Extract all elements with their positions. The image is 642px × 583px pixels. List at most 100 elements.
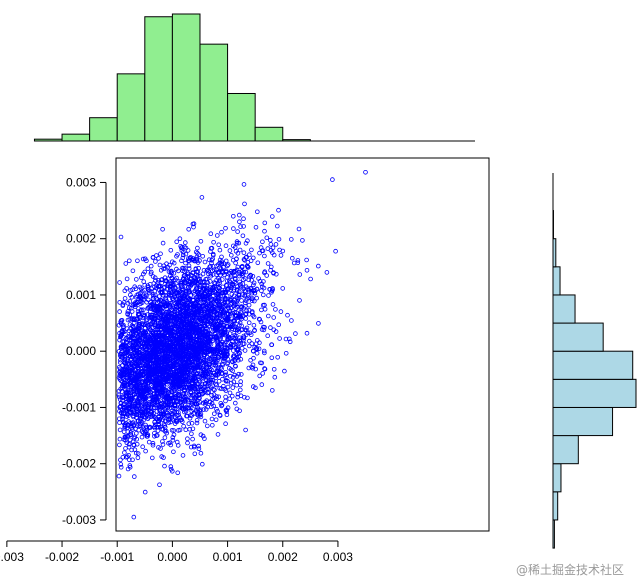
scatter-point bbox=[125, 345, 131, 351]
scatter-point bbox=[237, 219, 242, 225]
scatter-point bbox=[163, 303, 168, 309]
scatter-point bbox=[178, 279, 184, 284]
scatter-point bbox=[196, 395, 202, 400]
scatter-point bbox=[224, 269, 229, 275]
scatter-point bbox=[223, 398, 228, 404]
scatter-point bbox=[128, 326, 134, 332]
scatter-point bbox=[217, 413, 223, 418]
scatter-point bbox=[255, 260, 261, 266]
scatter-point bbox=[144, 434, 150, 439]
scatter-point bbox=[243, 311, 249, 317]
scatter-point bbox=[133, 426, 138, 432]
scatter-point bbox=[262, 366, 267, 371]
scatter-point bbox=[123, 446, 128, 451]
scatter-point bbox=[161, 455, 166, 460]
scatter-point bbox=[257, 340, 262, 346]
scatter-point bbox=[204, 326, 209, 331]
scatter-point bbox=[140, 391, 145, 397]
x-tick-label: -0.002 bbox=[45, 550, 79, 564]
scatter-point bbox=[192, 396, 198, 402]
scatter-point bbox=[211, 287, 217, 292]
top-histogram-bar bbox=[199, 43, 229, 142]
scatter-point bbox=[238, 387, 243, 393]
scatter-point bbox=[259, 288, 264, 294]
scatter-point bbox=[166, 345, 172, 351]
scatter-point bbox=[202, 374, 208, 379]
scatter-point bbox=[271, 270, 276, 275]
scatter-point bbox=[238, 305, 243, 310]
scatter-point bbox=[175, 339, 180, 345]
scatter-point bbox=[146, 305, 151, 310]
scatter-point bbox=[152, 430, 157, 436]
scatter-point bbox=[187, 258, 192, 263]
scatter-point bbox=[247, 343, 252, 349]
scatter-point bbox=[219, 305, 224, 311]
scatter-point bbox=[140, 396, 146, 401]
scatter-point bbox=[186, 330, 192, 336]
scatter-point bbox=[136, 334, 142, 339]
scatter-point bbox=[151, 281, 157, 286]
right-histogram-bar bbox=[552, 491, 559, 521]
scatter-point bbox=[207, 279, 213, 284]
scatter-point bbox=[267, 237, 273, 243]
x-tick-label: -0.001 bbox=[100, 550, 134, 564]
scatter-point bbox=[163, 321, 168, 326]
scatter-point bbox=[163, 388, 169, 393]
scatter-point bbox=[150, 413, 156, 419]
scatter-point bbox=[131, 330, 136, 335]
scatter-point bbox=[125, 309, 131, 314]
scatter-point bbox=[181, 296, 186, 302]
scatter-point bbox=[216, 297, 222, 303]
scatter-point bbox=[225, 348, 230, 354]
scatter-points bbox=[116, 170, 368, 520]
scatter-point bbox=[163, 342, 169, 347]
scatter-point bbox=[181, 321, 187, 327]
scatter-point bbox=[213, 362, 218, 368]
scatter-point bbox=[202, 259, 208, 265]
scatter-point bbox=[185, 248, 191, 253]
scatter-point bbox=[229, 298, 234, 303]
scatter-point bbox=[133, 394, 139, 400]
scatter-point bbox=[150, 331, 156, 336]
scatter-point bbox=[169, 427, 175, 433]
scatter-point bbox=[223, 258, 229, 264]
scatter-point bbox=[236, 240, 242, 246]
scatter-point bbox=[160, 442, 166, 447]
scatter-point bbox=[251, 384, 256, 389]
scatter-point bbox=[169, 326, 175, 331]
scatter-point bbox=[225, 351, 230, 357]
scatter-point bbox=[223, 344, 228, 350]
scatter-point bbox=[126, 377, 132, 383]
scatter-point bbox=[131, 442, 137, 448]
scatter-point bbox=[221, 356, 227, 362]
scatter-point bbox=[235, 347, 241, 353]
y-tick-label: -0.002 bbox=[62, 457, 96, 471]
scatter-point bbox=[140, 424, 146, 430]
top-histogram-bar bbox=[171, 13, 201, 142]
scatter-point bbox=[253, 225, 259, 230]
scatter-point bbox=[127, 405, 132, 411]
scatter-point bbox=[130, 268, 136, 274]
scatter-point bbox=[195, 250, 200, 256]
scatter-point bbox=[219, 386, 224, 392]
scatter-point bbox=[276, 322, 282, 328]
scatter-point bbox=[143, 318, 149, 324]
scatter-point bbox=[120, 454, 126, 460]
scatter-point bbox=[199, 381, 205, 387]
scatter-point bbox=[153, 374, 159, 380]
scatter-point bbox=[219, 402, 225, 408]
scatter-point bbox=[225, 384, 231, 390]
scatter-point bbox=[124, 340, 129, 345]
scatter-point bbox=[193, 300, 198, 306]
right-histogram-bar bbox=[552, 463, 562, 493]
scatter-point bbox=[141, 405, 147, 411]
scatter-point bbox=[120, 383, 126, 388]
scatter-point bbox=[148, 309, 153, 314]
scatter-point bbox=[119, 328, 125, 334]
scatter-point bbox=[208, 377, 214, 383]
scatter-point bbox=[265, 313, 271, 319]
scatter-point bbox=[250, 348, 256, 354]
scatter-point bbox=[134, 377, 139, 382]
scatter-point bbox=[257, 373, 263, 379]
y-tick-label: -0.001 bbox=[62, 400, 96, 414]
